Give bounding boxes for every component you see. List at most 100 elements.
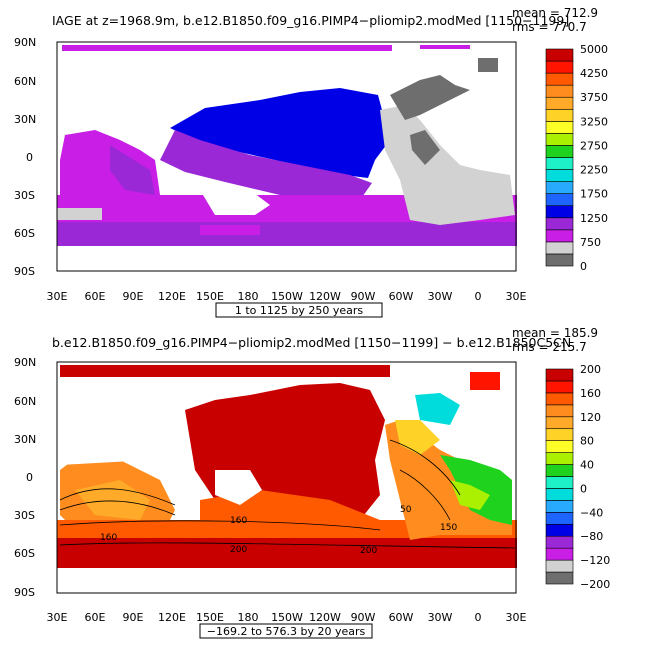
top-panel: IAGE at z=1968.9m, b.e12.B1850.f09_g16.P… — [14, 6, 608, 318]
colorbar-swatch — [545, 72, 574, 86]
bottom-lat-label: 90S — [14, 586, 35, 599]
bottom-lon-label: 30E — [506, 611, 527, 624]
colorbar-label: −80 — [580, 530, 603, 543]
colorbar-swatch — [545, 500, 574, 513]
colorbar-swatch — [545, 523, 574, 537]
colorbar-swatch — [545, 440, 574, 453]
bottom-lon-label: 0 — [475, 611, 482, 624]
colorbar-swatch — [545, 229, 574, 243]
colorbar-swatch — [545, 217, 574, 231]
colorbar-swatch — [545, 464, 574, 477]
colorbar-label: 80 — [580, 435, 594, 448]
bottom-lat-axis: 90N 60N 30N 0 30S 60S 90S — [14, 356, 36, 599]
colorbar-swatch — [545, 416, 574, 430]
colorbar-swatch — [545, 205, 574, 219]
colorbar-label: 1750 — [580, 188, 608, 201]
bottom-lon-label: 60E — [85, 611, 106, 624]
top-rms: rms = 770.7 — [512, 20, 587, 34]
bottom-title: b.e12.B1850.f09_g16.PIMP4−pliomip2.modMe… — [52, 335, 575, 350]
top-lon-label: 120E — [158, 290, 186, 303]
top-lon-label: 180 — [238, 290, 259, 303]
top-lon-label: 30W — [428, 290, 453, 303]
top-lat-label: 90S — [14, 265, 35, 278]
colorbar-swatch — [545, 181, 574, 194]
top-lon-label: 60W — [389, 290, 414, 303]
bottom-lat-label: 30S — [14, 509, 35, 522]
bottom-contour-info: −169.2 to 576.3 by 20 years — [207, 625, 366, 638]
colorbar-label: 200 — [580, 363, 601, 376]
bottom-panel: b.e12.B1850.f09_g16.PIMP4−pliomip2.modMe… — [14, 326, 610, 639]
contour-label: 150 — [440, 523, 457, 533]
colorbar-label: 0 — [580, 260, 587, 273]
colorbar-swatch — [545, 60, 574, 74]
bottom-lon-label: 30E — [47, 611, 68, 624]
top-lat-label: 60S — [14, 227, 35, 240]
colorbar-swatch — [545, 145, 574, 158]
top-lon-label: 90E — [123, 290, 144, 303]
top-lat-label: 30N — [14, 113, 36, 126]
colorbar-swatch — [545, 157, 574, 170]
colorbar-label: −200 — [580, 578, 610, 591]
colorbar-swatch — [545, 96, 574, 110]
colorbar-label: 4250 — [580, 67, 608, 80]
colorbar-swatch — [545, 253, 574, 267]
top-lon-label: 0 — [475, 290, 482, 303]
bottom-lat-label: 90N — [14, 356, 36, 369]
colorbar-label: 40 — [580, 459, 594, 472]
bottom-lat-label: 30N — [14, 433, 36, 446]
colorbar-swatch — [545, 380, 574, 394]
colorbar-swatch — [545, 241, 574, 255]
colorbar-label: 1250 — [580, 212, 608, 225]
contour-label: 50 — [400, 505, 412, 515]
top-lat-axis: 90N 60N 30N 0 30S 60S 90S — [14, 36, 36, 278]
contour-label: 160 — [230, 516, 247, 526]
colorbar-swatch — [545, 404, 574, 418]
top-lat-label: 0 — [26, 151, 33, 164]
bottom-lon-label: 150E — [196, 611, 224, 624]
top-lon-axis: 30E 60E 90E 120E 150E 180 150W 120W 90W … — [47, 290, 527, 303]
top-title: IAGE at z=1968.9m, b.e12.B1850.f09_g16.P… — [52, 13, 569, 28]
bottom-lon-label: 90E — [123, 611, 144, 624]
colorbar-swatch — [545, 133, 574, 146]
top-lon-label: 120W — [309, 290, 341, 303]
colorbar-swatch — [545, 428, 574, 441]
bottom-lon-label: 150W — [271, 611, 303, 624]
colorbar-swatch — [545, 571, 574, 585]
colorbar-label: −40 — [580, 506, 603, 519]
colorbar-swatch — [545, 488, 574, 501]
bottom-rms: rms = 215.7 — [512, 340, 587, 354]
colorbar-swatch — [545, 392, 574, 406]
top-lon-label: 30E — [47, 290, 68, 303]
colorbar-label: 120 — [580, 411, 601, 424]
bottom-lon-label: 120E — [158, 611, 186, 624]
bottom-map: 160 160 200 150 200 50 — [56, 361, 517, 594]
bottom-lat-label: 60N — [14, 395, 36, 408]
top-lon-label: 30E — [506, 290, 527, 303]
colorbar-label: 5000 — [580, 43, 608, 56]
bottom-lon-label: 90W — [351, 611, 376, 624]
contour-label: 160 — [100, 533, 117, 543]
colorbar-swatch — [545, 559, 574, 573]
top-lat-label: 60N — [14, 75, 36, 88]
bottom-lat-label: 60S — [14, 547, 35, 560]
bottom-lon-label: 120W — [309, 611, 341, 624]
colorbar-swatch — [545, 108, 574, 122]
colorbar-swatch — [545, 476, 574, 489]
bottom-lon-label: 30W — [428, 611, 453, 624]
bottom-contour-info-box — [199, 623, 373, 639]
colorbar-label: 2250 — [580, 164, 608, 177]
colorbar-swatch — [545, 368, 574, 382]
top-lat-label: 30S — [14, 189, 35, 202]
colorbar-label: 2750 — [580, 139, 608, 152]
colorbar-swatch — [545, 48, 574, 62]
colorbar-label: 3250 — [580, 115, 608, 128]
top-lon-label: 150E — [196, 290, 224, 303]
top-lon-label: 150W — [271, 290, 303, 303]
colorbar-swatch — [545, 512, 574, 525]
contour-label: 200 — [360, 546, 377, 556]
contour-label: 200 — [230, 545, 247, 555]
colorbar-swatch — [545, 121, 574, 134]
top-lon-label: 60E — [85, 290, 106, 303]
colorbar-swatch — [545, 84, 574, 98]
